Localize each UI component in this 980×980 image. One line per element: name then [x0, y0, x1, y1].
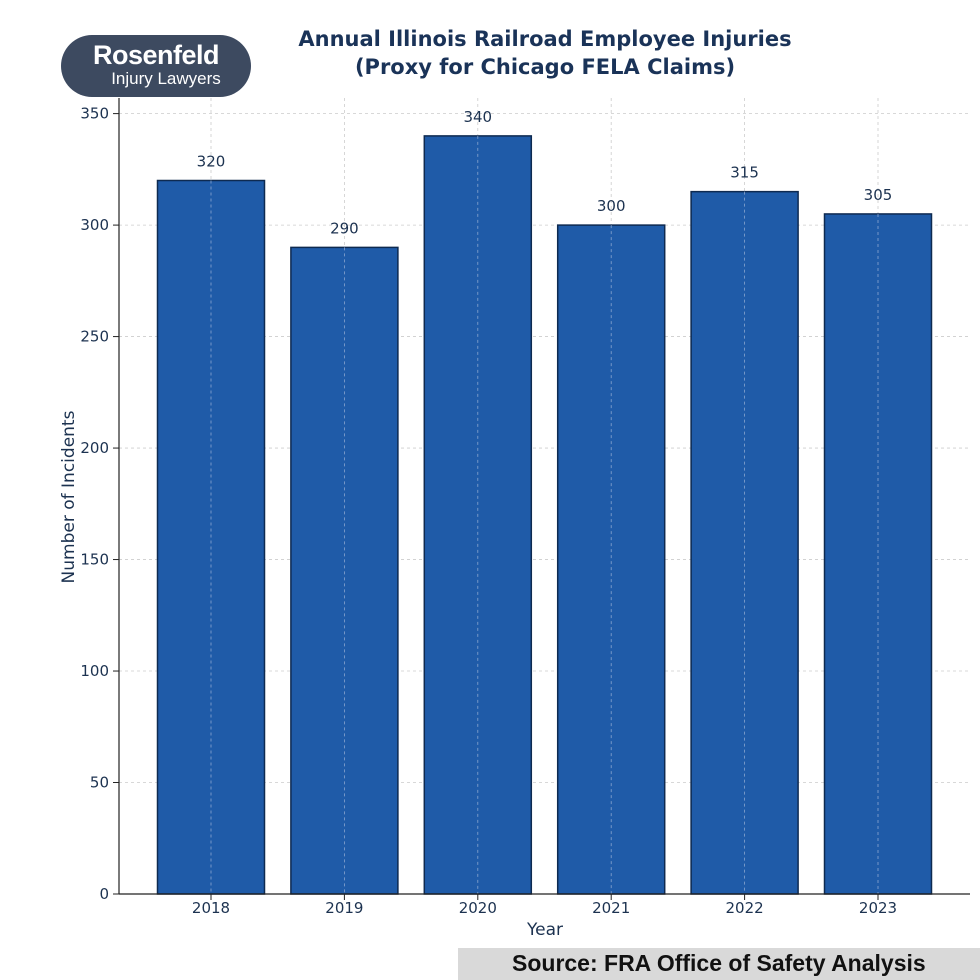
y-tick-label: 300 — [80, 216, 109, 234]
x-tick-label: 2023 — [859, 899, 897, 917]
data-label: 300 — [597, 197, 626, 215]
logo-name: Rosenfeld — [92, 40, 220, 70]
data-label: 315 — [730, 164, 759, 182]
bar-2019 — [290, 246, 399, 895]
x-tick-label: 2022 — [726, 899, 764, 917]
logo-tagline: Injury Lawyers — [111, 69, 221, 88]
bar-2021 — [556, 224, 666, 895]
bar-2022 — [690, 190, 799, 895]
y-tick-label: 0 — [99, 885, 109, 903]
rosenfeld-logo: Rosenfeld Injury Lawyers — [61, 35, 251, 97]
data-label: 320 — [197, 152, 226, 170]
x-tick-label: 2019 — [325, 899, 363, 917]
y-tick-label: 250 — [80, 328, 109, 346]
source-note: Source: FRA Office of Safety Analysis — [458, 948, 980, 980]
chart-title-line1: Annual Illinois Railroad Employee Injuri… — [298, 27, 791, 51]
x-tick-label: 2020 — [459, 899, 497, 917]
y-tick-label: 100 — [80, 662, 109, 680]
y-tick-label: 350 — [80, 105, 109, 123]
chart-title-line2: (Proxy for Chicago FELA Claims) — [355, 55, 735, 79]
x-axis-label: Year — [526, 920, 563, 940]
x-tick-label: 2018 — [192, 899, 230, 917]
data-label: 340 — [463, 108, 492, 126]
source-text: Source: FRA Office of Safety Analysis — [512, 950, 926, 976]
y-tick-label: 150 — [80, 551, 109, 569]
x-tick-label: 2021 — [592, 899, 630, 917]
y-axis-label: Number of Incidents — [59, 410, 79, 583]
y-tick-label: 50 — [90, 774, 109, 792]
y-tick-label: 200 — [80, 439, 109, 457]
data-label: 290 — [330, 219, 359, 237]
data-label: 305 — [864, 186, 893, 204]
